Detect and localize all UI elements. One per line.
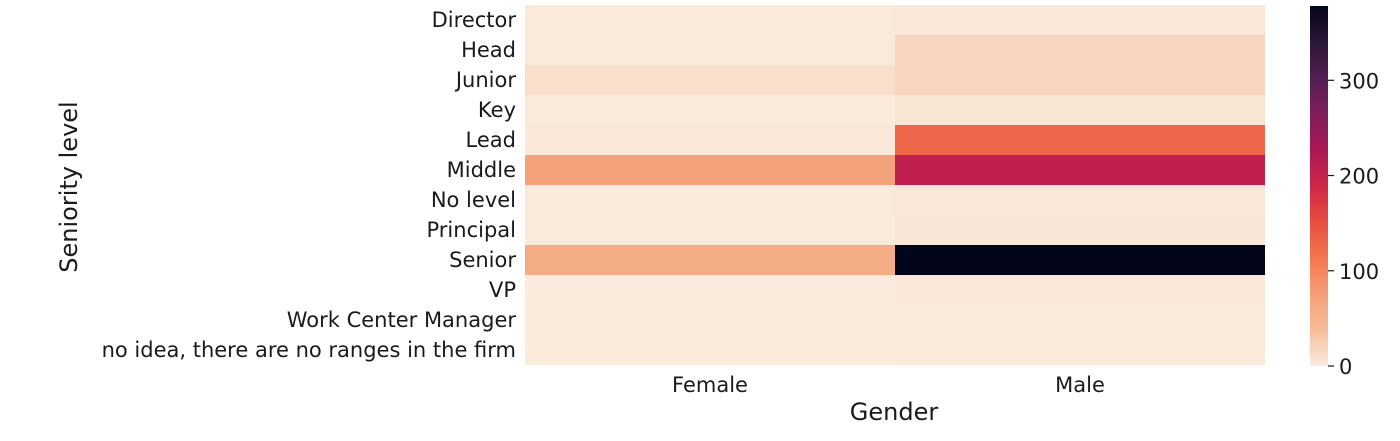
heatmap-cell-lead-male: [895, 125, 1265, 155]
heatmap-cell-work-center-manager-male: [895, 305, 1265, 335]
heatmap-cell-principal-female: [525, 215, 895, 245]
y-tick-label: Lead: [466, 128, 516, 152]
y-tick-label: Principal: [427, 218, 517, 242]
y-tick-label: no idea, there are no ranges in the firm: [102, 338, 516, 362]
y-tick-label: Work Center Manager: [287, 308, 517, 332]
colorbar-tick-label: 200: [1339, 165, 1379, 189]
y-tick-label: No level: [431, 188, 516, 212]
colorbar: [1310, 6, 1328, 366]
y-axis-label: Seniority level: [55, 101, 83, 272]
y-tick-label: Senior: [449, 248, 516, 272]
colorbar-tick-label: 300: [1339, 69, 1379, 93]
heatmap-cell-no-level-male: [895, 185, 1265, 215]
x-tick-label: Female: [672, 373, 748, 397]
heatmap-cell-middle-male: [895, 155, 1265, 185]
heatmap-cell-principal-male: [895, 215, 1265, 245]
heatmap-cell-work-center-manager-female: [525, 305, 895, 335]
heatmap-cell-senior-male: [895, 245, 1265, 275]
x-tick-label: Male: [1055, 373, 1105, 397]
heatmap-cell-head-male: [895, 35, 1265, 65]
heatmap-cell-senior-female: [525, 245, 895, 275]
heatmap-cell-key-female: [525, 95, 895, 125]
heatmap-cell-junior-female: [525, 65, 895, 95]
y-tick-label: Director: [432, 8, 517, 32]
heatmap-cell-lead-female: [525, 125, 895, 155]
heatmap-cell-key-male: [895, 95, 1265, 125]
colorbar-tick-label: 100: [1339, 260, 1379, 284]
y-tick-label: Head: [461, 38, 516, 62]
heatmap-cell-vp-female: [525, 275, 895, 305]
heatmap-cell-head-female: [525, 35, 895, 65]
heatmap-cell-no-idea-there-are-no-ranges-in-the-firm-male: [895, 335, 1265, 365]
heatmap-cells: [525, 5, 1265, 365]
heatmap-cell-no-level-female: [525, 185, 895, 215]
colorbar-ticks: 0 100 200 300: [1328, 69, 1379, 379]
y-tick-label: VP: [489, 278, 516, 302]
x-axis-label: Gender: [850, 398, 939, 426]
y-tick-label: Junior: [454, 68, 516, 92]
heatmap-cell-vp-male: [895, 275, 1265, 305]
heatmap-cell-director-female: [525, 5, 895, 35]
colorbar-tick-label: 0: [1339, 355, 1352, 379]
y-tick-label: Key: [478, 98, 516, 122]
y-tick-labels: Director Head Junior Key Lead Middle No level P…: [102, 8, 517, 362]
heatmap-cell-no-idea-there-are-no-ranges-in-the-firm-female: [525, 335, 895, 365]
heatmap-cell-middle-female: [525, 155, 895, 185]
heatmap-cell-director-male: [895, 5, 1265, 35]
x-tick-labels: Female Male: [672, 373, 1105, 397]
y-tick-label: Middle: [447, 158, 516, 182]
heatmap-cell-junior-male: [895, 65, 1265, 95]
